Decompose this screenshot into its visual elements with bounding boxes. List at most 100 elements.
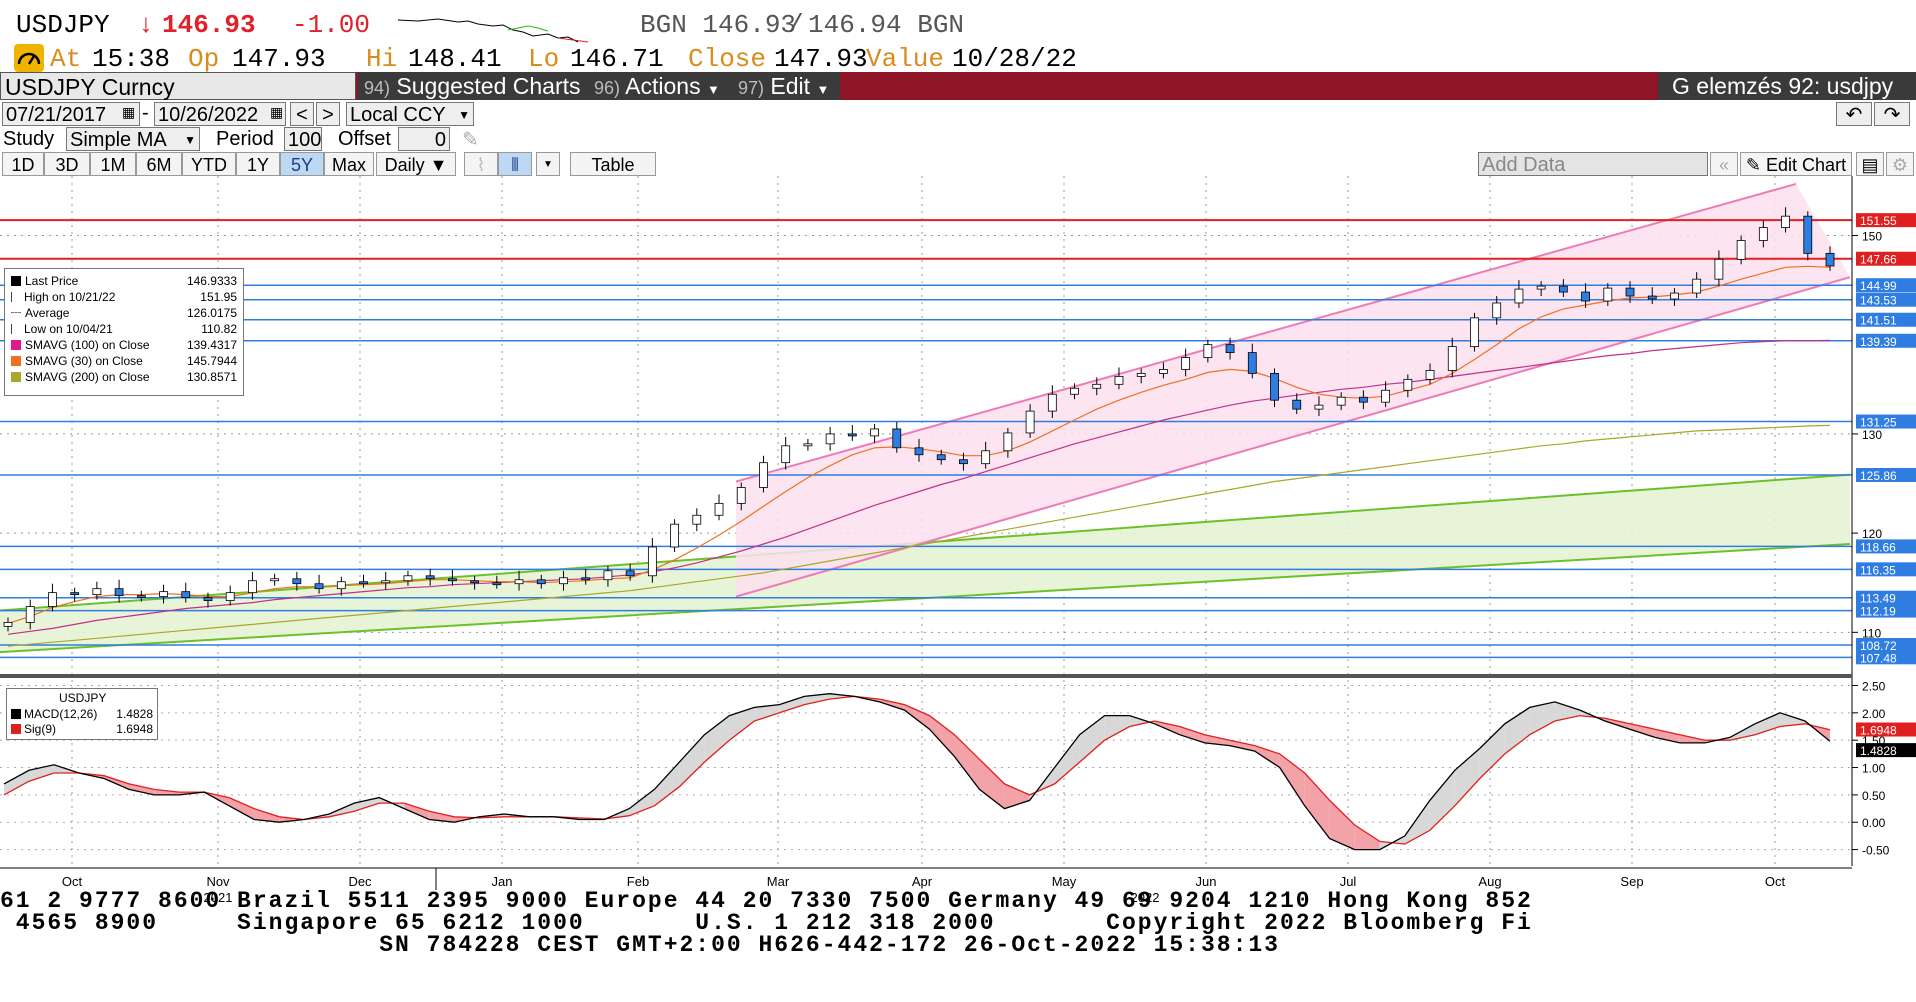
pencil-icon[interactable]: ✎ <box>462 129 479 151</box>
candle-body <box>714 502 724 516</box>
tab-3d[interactable]: 3D <box>44 152 90 176</box>
macd-fill <box>1304 773 1330 839</box>
calendar-icon[interactable]: ▦ <box>270 104 284 120</box>
tab-1m[interactable]: 1M <box>90 152 136 176</box>
high-label: Hi <box>366 44 398 74</box>
macd-fill <box>404 803 430 820</box>
level-label: 116.35 <box>1860 563 1896 577</box>
undo-icon: ↶ <box>1845 104 1863 126</box>
candle-chart-button[interactable]: ⫴ <box>498 152 532 176</box>
month-label: Oct <box>62 874 83 889</box>
macd-fill <box>1779 712 1805 727</box>
next-range-button[interactable]: > <box>316 102 340 126</box>
period-input[interactable]: 100 <box>284 127 322 151</box>
macd-legend-title: USDJPY <box>59 691 107 705</box>
macd-value-tag <box>1856 743 1916 758</box>
tab-max[interactable]: Max <box>324 152 374 176</box>
candle-body <box>581 577 591 581</box>
candle-body <box>870 428 879 437</box>
legend-swatch <box>11 724 21 734</box>
security-name: USDJPY Curncy <box>5 74 175 100</box>
macd-fill <box>654 762 680 806</box>
offset-value: 0 <box>434 129 446 151</box>
line-chart-button[interactable]: ⌇ <box>464 152 498 176</box>
candle-body <box>1092 383 1102 389</box>
double-chevron-left-icon: « <box>1718 155 1729 175</box>
tab-1y[interactable]: 1Y <box>236 152 280 176</box>
prev-range-button[interactable]: < <box>290 102 314 126</box>
offset-input[interactable]: 0 <box>398 127 450 151</box>
start-date-field[interactable]: 07/21/2017 <box>2 102 140 126</box>
study-select[interactable]: Simple MA ▼ <box>66 127 200 151</box>
tab-1d[interactable]: 1D <box>2 152 44 176</box>
level-tag <box>1856 312 1916 327</box>
edit-chart-button[interactable]: ✎ Edit Chart <box>1740 152 1852 176</box>
macd-fill <box>754 704 780 722</box>
end-date-field[interactable]: 10/26/2022 <box>154 102 286 126</box>
panel-divider <box>0 674 1852 678</box>
undo-button[interactable]: ↶ <box>1836 102 1872 126</box>
security-field[interactable]: USDJPY Curncy <box>0 72 356 100</box>
add-data-input[interactable]: Add Data <box>1478 152 1708 176</box>
chart-type-dropdown[interactable]: ▼ <box>536 152 560 176</box>
table-button[interactable]: Table <box>570 152 656 176</box>
candle-body <box>1292 399 1302 410</box>
candle-body <box>1247 352 1257 374</box>
legend-label: SMAVG (200) on Close <box>25 370 150 384</box>
level-label: 141.51 <box>1860 314 1897 328</box>
candle-body <box>248 580 257 594</box>
month-label: Oct <box>1765 874 1786 889</box>
analysis-title: G elemzés 92: usdjpy <box>1658 72 1916 100</box>
macd-fill <box>1204 734 1230 746</box>
pencil-icon: ✎ <box>1745 155 1762 175</box>
macd-fill <box>1629 723 1655 738</box>
month-label: Nov <box>206 874 230 889</box>
candle-body <box>670 523 679 548</box>
redo-button[interactable]: ↷ <box>1874 102 1910 126</box>
redo-icon: ↷ <box>1883 104 1901 126</box>
candle-body <box>381 580 391 584</box>
level-label: 143.53 <box>1860 294 1897 308</box>
candle-body <box>1781 215 1790 228</box>
macd-panel: 2.502.001.501.000.500.00-0.501.69481.482… <box>3 679 1916 858</box>
candle-body <box>136 595 146 599</box>
speedometer-icon[interactable] <box>14 44 44 72</box>
level-label: 144.99 <box>1860 279 1897 293</box>
tab-5y[interactable]: 5Y <box>280 152 324 176</box>
edit-menu[interactable]: 97) Edit ▼ <box>732 72 840 100</box>
actions-menu[interactable]: 96) Actions ▼ <box>588 72 734 100</box>
tab-label: Max <box>331 155 366 175</box>
tab-ytd[interactable]: YTD <box>182 152 236 176</box>
macd-fill <box>1679 734 1705 743</box>
line-chart-icon: ⌇ <box>476 155 486 175</box>
candle-body <box>1536 285 1546 290</box>
suggested-charts-button[interactable]: 94) Suggested Charts <box>358 72 590 100</box>
tab-6m[interactable]: 6M <box>136 152 182 176</box>
chevron-right-icon: > <box>322 104 334 126</box>
candle-body <box>1603 287 1613 302</box>
last-price: 146.93 <box>162 10 256 40</box>
candle-body <box>114 588 124 597</box>
collapse-button[interactable]: « <box>1710 152 1738 176</box>
legend-label: MACD(12,26) <box>24 707 98 721</box>
candle-body <box>1047 393 1057 412</box>
legend-swatch <box>11 372 21 382</box>
currency-select[interactable]: Local CCY ▼ <box>346 102 474 126</box>
gear-button[interactable]: ⚙ <box>1886 152 1914 176</box>
candle-body <box>1403 378 1413 391</box>
legend-label: SMAVG (30) on Close <box>25 354 143 368</box>
chart-settings-button[interactable]: ▤ <box>1856 152 1884 176</box>
candle-body <box>203 597 213 601</box>
low-value: 146.71 <box>570 44 664 74</box>
frequency-select[interactable]: Daily ▼ <box>376 152 456 176</box>
value-date: 10/28/22 <box>952 44 1077 74</box>
level-label: 118.66 <box>1860 540 1896 554</box>
legend-value: 139.4317 <box>186 338 237 352</box>
calendar-icon[interactable]: ▦ <box>122 104 136 120</box>
tab-label: 3D <box>55 155 79 175</box>
candle-body <box>892 428 902 449</box>
candle-body <box>736 487 746 504</box>
price-tick-label: 120 <box>1862 527 1882 541</box>
low-marker-icon <box>11 324 20 334</box>
macd-fill <box>1554 701 1580 722</box>
